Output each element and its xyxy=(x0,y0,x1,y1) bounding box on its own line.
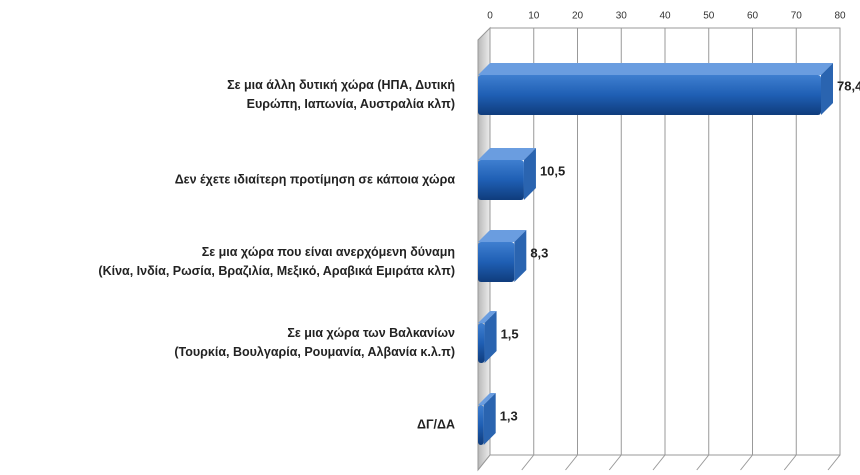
bar-top xyxy=(478,148,536,160)
bar-top xyxy=(478,311,497,323)
x-tick-label: 50 xyxy=(703,11,715,22)
x-tick-label: 10 xyxy=(528,11,540,22)
category-label: ΔΓ/ΔΑ xyxy=(417,417,455,432)
floor-line xyxy=(608,454,622,471)
bar xyxy=(478,242,515,282)
category-label: Σε μια χώρα των Βαλκανίων (Τουρκία, Βουλ… xyxy=(174,326,455,359)
x-tick-label: 40 xyxy=(659,11,671,22)
x-tick-label: 60 xyxy=(747,11,759,22)
bar-side xyxy=(484,311,497,363)
value-label: 8,3 xyxy=(530,245,548,260)
x-tick-label: 0 xyxy=(487,11,493,22)
value-label: 1,5 xyxy=(501,326,519,341)
x-tick-label: 30 xyxy=(616,11,628,22)
x-tick-label: 80 xyxy=(834,11,846,22)
floor-line xyxy=(740,454,753,471)
floor-line xyxy=(783,454,797,471)
x-tick-label: 20 xyxy=(572,11,584,22)
bar-side xyxy=(523,148,536,200)
bar xyxy=(478,323,485,363)
value-label: 10,5 xyxy=(540,163,565,178)
floor-line xyxy=(696,454,710,471)
bar-side xyxy=(514,230,527,282)
floor-line xyxy=(827,454,841,471)
bar-top xyxy=(478,63,833,75)
category-label: Σε μια χώρα που είναι ανερχόμενη δύναμη … xyxy=(98,245,455,278)
value-label: 1,3 xyxy=(500,408,518,423)
bar xyxy=(478,405,484,445)
floor-line xyxy=(652,454,666,471)
floor-line xyxy=(477,454,491,471)
floor-line xyxy=(521,454,535,471)
bar-side xyxy=(821,63,833,115)
floor-line xyxy=(565,454,578,471)
category-label: Σε μια άλλη δυτική χώρα (ΗΠΑ, Δυτική Ευρ… xyxy=(227,78,455,111)
bar-side xyxy=(483,393,496,445)
bar-top xyxy=(478,393,496,405)
bar xyxy=(478,75,821,115)
category-label: Δεν έχετε ιδιαίτερη προτίμηση σε κάποια … xyxy=(174,172,455,187)
bar-top xyxy=(478,230,527,242)
bar xyxy=(478,160,524,200)
x-tick-label: 70 xyxy=(791,11,803,22)
value-label: 78,4 xyxy=(837,78,860,93)
